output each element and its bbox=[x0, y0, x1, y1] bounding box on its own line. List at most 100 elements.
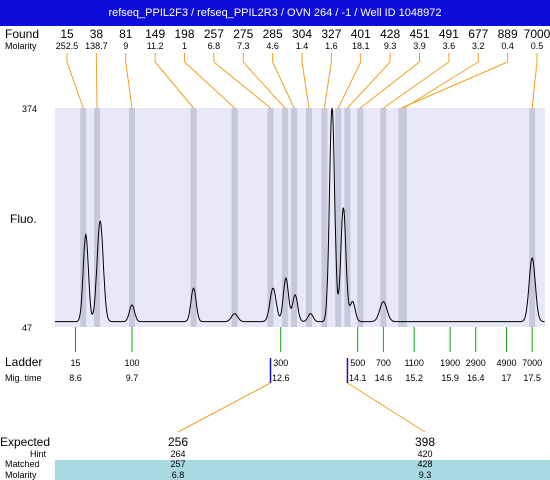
expected-label: Expected bbox=[0, 435, 50, 449]
molarity-value: 9.3 bbox=[419, 470, 432, 480]
found-size: 15 bbox=[60, 27, 74, 41]
ladder-time: 14.6 bbox=[375, 373, 393, 383]
connector-line bbox=[95, 61, 98, 109]
peak-bands bbox=[55, 108, 550, 480]
found-molarity: 0.5 bbox=[531, 41, 544, 51]
matched-band bbox=[55, 460, 550, 480]
peak-band bbox=[190, 108, 197, 327]
connector-line bbox=[359, 61, 420, 109]
ladder-label: Ladder bbox=[5, 355, 42, 369]
peak-band bbox=[267, 108, 274, 327]
found-size: 38 bbox=[90, 27, 104, 41]
found-size: 198 bbox=[174, 27, 194, 41]
molarity-value: 6.8 bbox=[172, 470, 185, 480]
ladder-time: 15.2 bbox=[405, 373, 423, 383]
found-connectors bbox=[66, 53, 538, 433]
page-title: refseq_PPIL2F3 / refseq_PPIL2R3 / OVN 26… bbox=[0, 0, 550, 26]
connector-line bbox=[242, 61, 286, 109]
connector-line bbox=[301, 61, 310, 109]
found-molarity: 138.7 bbox=[85, 41, 108, 51]
molarity-label: Molarity bbox=[5, 41, 37, 51]
y-axis-label: Fluo. bbox=[10, 212, 37, 226]
connector-line bbox=[347, 61, 391, 109]
y-min-label: 47 bbox=[22, 323, 32, 333]
peak-band bbox=[94, 108, 101, 327]
connector-line bbox=[337, 61, 362, 109]
peak-band bbox=[357, 108, 364, 327]
peak-band bbox=[80, 108, 87, 327]
trace-group bbox=[55, 107, 545, 383]
peak-band bbox=[231, 108, 238, 327]
ladder-size: 300 bbox=[273, 358, 288, 368]
plot-area bbox=[55, 108, 545, 327]
peak-band bbox=[380, 108, 387, 327]
mig-time-label: Mig. time bbox=[5, 373, 42, 383]
found-size: 327 bbox=[321, 27, 341, 41]
ladder-size: 7000 bbox=[522, 358, 542, 368]
found-size: 7000 bbox=[524, 27, 550, 41]
found-size: 257 bbox=[204, 27, 224, 41]
hint-value: 420 bbox=[417, 449, 432, 459]
peak-band bbox=[305, 108, 312, 327]
connector-line bbox=[272, 61, 295, 109]
found-size: 275 bbox=[233, 27, 253, 41]
found-molarity: 0.4 bbox=[501, 41, 514, 51]
matched-value: 257 bbox=[170, 459, 185, 469]
found-size: 81 bbox=[119, 27, 133, 41]
connector-line bbox=[403, 61, 479, 109]
ladder-size: 100 bbox=[124, 358, 139, 368]
found-size: 304 bbox=[292, 27, 312, 41]
ladder-size: 1100 bbox=[404, 358, 423, 368]
found-size: 889 bbox=[498, 27, 518, 41]
connector-line bbox=[323, 61, 332, 109]
found-molarity: 18.1 bbox=[352, 41, 370, 51]
peak-band bbox=[398, 108, 405, 327]
found-molarity: 6.8 bbox=[208, 41, 221, 51]
ladder-time: 17 bbox=[502, 373, 512, 383]
found-molarity: 1 bbox=[182, 41, 187, 51]
ladder-size: 15 bbox=[71, 358, 81, 368]
peak-band bbox=[344, 108, 351, 327]
found-molarity: 4.6 bbox=[266, 41, 279, 51]
connector-line bbox=[383, 61, 450, 109]
found-size: 491 bbox=[439, 27, 459, 41]
found-size: 428 bbox=[380, 27, 400, 41]
hint-value: 264 bbox=[170, 449, 185, 459]
expected-connector bbox=[347, 382, 426, 433]
ladder-size: 700 bbox=[376, 358, 391, 368]
found-molarity: 9.3 bbox=[384, 41, 397, 51]
connector-line bbox=[184, 61, 235, 109]
ladder-time: 12.6 bbox=[272, 373, 290, 383]
expected-connector bbox=[177, 382, 271, 433]
peak-band bbox=[335, 108, 342, 327]
found-molarity: 1.6 bbox=[325, 41, 338, 51]
peak-band bbox=[529, 108, 536, 327]
ladder-size: 2900 bbox=[466, 358, 486, 368]
ladder-time: 15.9 bbox=[441, 373, 459, 383]
ladder-size: 4900 bbox=[497, 358, 517, 368]
connector-line bbox=[154, 61, 194, 109]
matched-value: 428 bbox=[417, 459, 432, 469]
peak-band bbox=[281, 108, 288, 327]
peak-band bbox=[321, 108, 328, 327]
connector-line bbox=[66, 61, 84, 109]
found-label: Found bbox=[5, 27, 39, 41]
connector-line bbox=[125, 61, 133, 109]
found-molarity: 9 bbox=[123, 41, 128, 51]
found-molarity: 11.2 bbox=[147, 41, 164, 51]
expected-value: 256 bbox=[168, 435, 188, 449]
trace-line bbox=[55, 107, 545, 323]
ladder-time: 14.1 bbox=[349, 373, 367, 383]
expected-value: 398 bbox=[415, 435, 435, 449]
matched-label: Matched bbox=[5, 459, 40, 469]
ladder-time: 17.5 bbox=[523, 373, 541, 383]
hint-label: Hint bbox=[30, 449, 47, 459]
ladder-size: 1900 bbox=[440, 358, 460, 368]
ladder-time: 16.4 bbox=[467, 373, 485, 383]
peak-band bbox=[128, 108, 135, 327]
labels-group: FoundMolarity15252.538138.781914911.2198… bbox=[0, 27, 550, 480]
connector-line bbox=[531, 61, 538, 109]
found-molarity: 7.3 bbox=[237, 41, 250, 51]
found-molarity: 252.5 bbox=[56, 41, 79, 51]
